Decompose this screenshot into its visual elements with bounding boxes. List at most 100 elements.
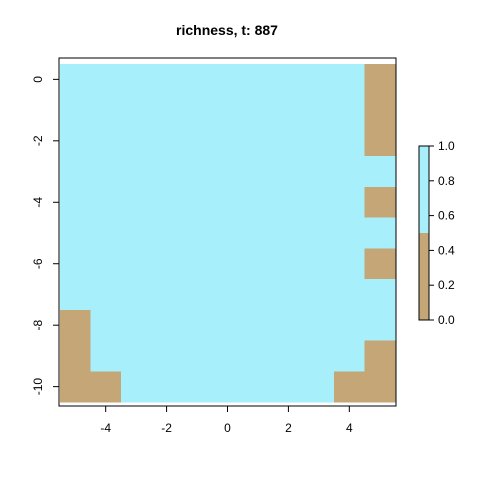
heatmap-cell bbox=[60, 309, 91, 342]
heatmap-cell bbox=[212, 186, 244, 219]
heatmap-cell bbox=[242, 309, 274, 342]
heatmap-cell bbox=[273, 248, 305, 280]
heatmap-cell bbox=[364, 279, 396, 311]
heatmap-cells bbox=[60, 64, 396, 403]
heatmap-cell bbox=[303, 217, 335, 249]
heatmap-cell bbox=[273, 340, 305, 372]
y-tick-label: -8 bbox=[31, 320, 45, 331]
heatmap-cell bbox=[303, 340, 335, 372]
heatmap-cell bbox=[151, 64, 183, 96]
heatmap-cell bbox=[151, 186, 183, 219]
chart-title: richness, t: 887 bbox=[176, 22, 278, 38]
heatmap-cell bbox=[120, 309, 152, 342]
heatmap-cell bbox=[303, 156, 335, 188]
heatmap-cell bbox=[273, 156, 305, 188]
legend-tick-label: 1.0 bbox=[438, 139, 455, 153]
heatmap-cell bbox=[364, 340, 396, 372]
heatmap-cell bbox=[242, 248, 274, 280]
heatmap-cell bbox=[334, 248, 366, 280]
heatmap-cell bbox=[60, 340, 91, 372]
heatmap-cell bbox=[364, 64, 396, 96]
heatmap-cell bbox=[90, 248, 122, 280]
heatmap-cell bbox=[273, 279, 305, 311]
heatmap-cell bbox=[212, 340, 244, 372]
heatmap-cell bbox=[90, 309, 122, 342]
heatmap-cell bbox=[334, 371, 366, 403]
heatmap-cell bbox=[60, 125, 91, 157]
heatmap-cell bbox=[334, 64, 366, 96]
heatmap-cell bbox=[120, 371, 152, 403]
heatmap-cell bbox=[334, 217, 366, 249]
heatmap-cell bbox=[242, 217, 274, 249]
heatmap-cell bbox=[242, 64, 274, 96]
x-tick-label: 4 bbox=[346, 421, 353, 435]
y-tick-label: -10 bbox=[31, 378, 45, 396]
heatmap-cell bbox=[151, 371, 183, 403]
heatmap-cell bbox=[334, 186, 366, 219]
heatmap-cell bbox=[303, 279, 335, 311]
heatmap-cell bbox=[90, 186, 122, 219]
heatmap-cell bbox=[151, 125, 183, 157]
heatmap-cell bbox=[181, 186, 213, 219]
heatmap-cell bbox=[60, 217, 91, 249]
heatmap-cell bbox=[120, 125, 152, 157]
heatmap-cell bbox=[90, 340, 122, 372]
heatmap-cell bbox=[242, 340, 274, 372]
heatmap-cell bbox=[181, 94, 213, 126]
heatmap-cell bbox=[242, 279, 274, 311]
heatmap-cell bbox=[303, 186, 335, 219]
heatmap-cell bbox=[151, 217, 183, 249]
heatmap-cell bbox=[242, 186, 274, 219]
heatmap-cell bbox=[273, 94, 305, 126]
x-tick-label: -2 bbox=[161, 421, 172, 435]
heatmap-cell bbox=[120, 64, 152, 96]
heatmap-cell bbox=[273, 186, 305, 219]
heatmap-cell bbox=[242, 94, 274, 126]
heatmap-cell bbox=[303, 309, 335, 342]
heatmap-cell bbox=[90, 217, 122, 249]
legend-band-high bbox=[419, 146, 429, 233]
heatmap-cell bbox=[364, 94, 396, 126]
y-tick-label: -6 bbox=[31, 258, 45, 269]
heatmap-cell bbox=[273, 371, 305, 403]
y-axis: 0 -2 -4 -6 -8 -10 bbox=[31, 76, 59, 396]
heatmap-cell bbox=[364, 217, 396, 249]
x-tick-label: 0 bbox=[224, 421, 231, 435]
heatmap-cell bbox=[60, 279, 91, 311]
heatmap-cell bbox=[181, 248, 213, 280]
heatmap-cell bbox=[303, 125, 335, 157]
color-legend: 0.0 0.2 0.4 0.6 0.8 1.0 bbox=[418, 139, 455, 327]
heatmap-cell bbox=[120, 94, 152, 126]
heatmap-cell bbox=[151, 279, 183, 311]
heatmap-cell bbox=[364, 248, 396, 280]
heatmap-cell bbox=[212, 64, 244, 96]
heatmap-cell bbox=[334, 156, 366, 188]
heatmap-cell bbox=[212, 125, 244, 157]
heatmap-cell bbox=[212, 371, 244, 403]
x-axis: -4 -2 0 2 4 bbox=[100, 406, 353, 435]
y-tick-label: 0 bbox=[31, 76, 45, 83]
heatmap-cell bbox=[60, 186, 91, 219]
heatmap-cell bbox=[334, 340, 366, 372]
heatmap-cell bbox=[90, 279, 122, 311]
heatmap-cell bbox=[334, 309, 366, 342]
heatmap-cell bbox=[181, 279, 213, 311]
heatmap-cell bbox=[181, 64, 213, 96]
heatmap-cell bbox=[151, 156, 183, 188]
heatmap-cell bbox=[60, 94, 91, 126]
heatmap-cell bbox=[151, 309, 183, 342]
legend-tick-label: 0.8 bbox=[438, 174, 455, 188]
heatmap-cell bbox=[303, 94, 335, 126]
heatmap-cell bbox=[60, 248, 91, 280]
heatmap-cell bbox=[242, 125, 274, 157]
heatmap-cell bbox=[181, 217, 213, 249]
heatmap-cell bbox=[120, 217, 152, 249]
heatmap-cell bbox=[212, 248, 244, 280]
heatmap-cell bbox=[303, 248, 335, 280]
heatmap-cell bbox=[120, 340, 152, 372]
heatmap-cell bbox=[120, 186, 152, 219]
heatmap-cell bbox=[120, 279, 152, 311]
legend-band-low bbox=[419, 233, 429, 320]
heatmap-cell bbox=[364, 156, 396, 188]
legend-tick-label: 0.6 bbox=[438, 209, 455, 223]
